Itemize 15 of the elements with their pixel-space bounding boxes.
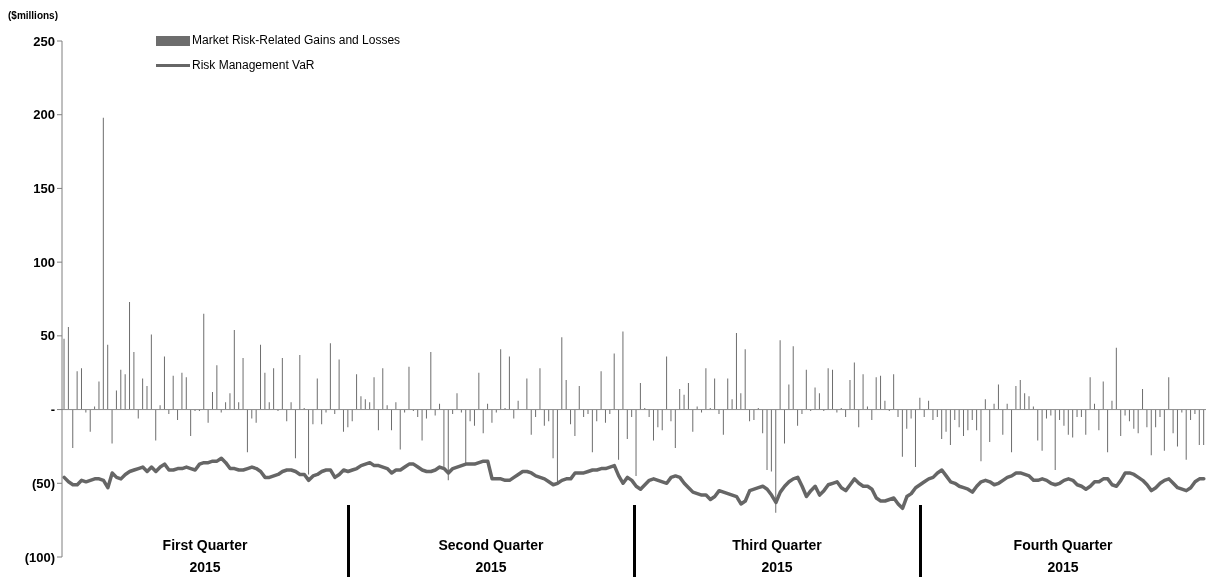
annotation: Fourth Quarter 2015 <box>1012 536 1114 577</box>
y-tick-label: (50) <box>31 475 55 491</box>
annotation: Second Quarter 2015 <box>437 536 545 577</box>
y-tick-label: (100) <box>24 549 55 565</box>
y-tick-label: - <box>50 402 55 418</box>
y-tick-label: 50 <box>40 328 55 344</box>
y-tick-label: 250 <box>33 33 55 49</box>
annotation: First Quarter 2015 <box>161 536 249 577</box>
annotation: Third Quarter 2015 <box>731 536 823 577</box>
y-tick-label: 100 <box>33 254 55 270</box>
legend-label: Risk Management VaR <box>192 57 315 74</box>
legend-label: Market Risk-Related Gains and Losses <box>192 32 401 49</box>
y-axis-title: ($millions) <box>8 10 59 21</box>
y-tick-label: 200 <box>33 107 55 123</box>
y-tick-label: 150 <box>33 181 55 197</box>
